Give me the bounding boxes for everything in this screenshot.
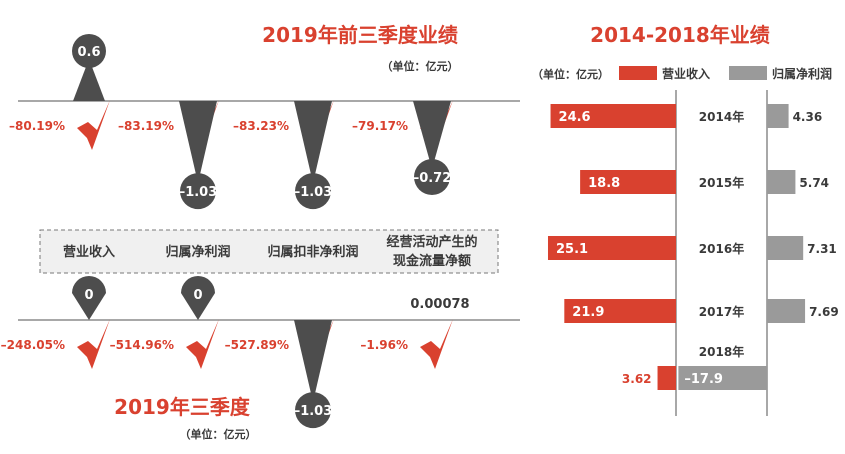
revenue-bar	[564, 299, 676, 323]
metric-label: 经营活动产生的	[386, 234, 477, 250]
profit-bar	[767, 104, 789, 128]
yoy-change-label: –527.89%	[225, 338, 289, 352]
revenue-value-label: 18.8	[588, 176, 620, 191]
legend-profit-label: 归属净利润	[772, 66, 832, 81]
yoy-change-label: –83.23%	[233, 119, 289, 133]
value-label: 0	[193, 288, 202, 303]
yoy-change-label: –1.96%	[360, 338, 408, 352]
profit-bar	[767, 299, 806, 323]
profit-value-label: 4.36	[793, 110, 823, 124]
top-panel-unit: （单位：亿元）	[382, 59, 459, 73]
yoy-down-arrow	[186, 319, 219, 369]
legend-revenue-label: 营业收入	[662, 66, 710, 81]
bottom-panel-title: 2019年三季度	[114, 395, 251, 419]
profit-value-label: 7.69	[809, 305, 839, 319]
metric-label: 现金流量净额	[393, 253, 471, 269]
right-panel-title: 2014-2018年业绩	[590, 23, 770, 47]
value-label: –1.03	[294, 185, 333, 200]
value-bubble	[414, 159, 450, 195]
profit-bar	[767, 170, 796, 194]
revenue-value-label: 21.9	[572, 305, 604, 320]
revenue-bar	[657, 366, 676, 390]
value-spike-down	[179, 101, 217, 184]
revenue-bar	[547, 236, 676, 260]
year-label: 2018年	[699, 344, 744, 359]
profit-value-label: 7.31	[807, 242, 837, 256]
value-spike-down	[294, 101, 332, 184]
value-bubble	[180, 173, 216, 210]
profit-bar	[767, 236, 804, 260]
value-label: –1.03	[294, 404, 333, 419]
yoy-change-label: –514.96%	[110, 338, 174, 352]
yoy-down-arrow	[77, 319, 110, 369]
value-bubble	[72, 34, 106, 68]
revenue-value-label: 3.62	[622, 372, 652, 386]
yoy-change-label: –80.19%	[9, 119, 65, 133]
revenue-bar	[550, 104, 676, 128]
value-bubble	[181, 276, 215, 320]
right-panel-unit: （单位：亿元）	[532, 67, 609, 81]
top-panel-title: 2019年前三季度业绩	[262, 23, 458, 47]
value-spike-down	[413, 101, 451, 169]
value-spike-down	[294, 320, 332, 403]
metric-label: 归属扣非净利润	[267, 244, 358, 260]
revenue-bar	[580, 170, 676, 194]
year-label: 2017年	[699, 304, 744, 319]
value-bubble	[72, 276, 106, 320]
profit-value-label: 5.74	[799, 176, 829, 190]
metric-label-box	[39, 229, 499, 274]
yoy-down-arrow	[77, 100, 110, 150]
revenue-value-label: 25.1	[556, 242, 588, 257]
yoy-change-label: –79.17%	[352, 119, 408, 133]
value-label: –1.03	[179, 185, 218, 200]
yoy-change-label: –248.05%	[1, 338, 65, 352]
value-label: 0	[84, 288, 93, 303]
legend-profit-swatch	[729, 66, 767, 80]
value-bubble	[295, 173, 331, 210]
metric-label: 营业收入	[63, 244, 115, 260]
year-label: 2015年	[699, 175, 744, 190]
revenue-value-label: 24.6	[559, 110, 591, 125]
yoy-change-label: –83.19%	[118, 119, 174, 133]
year-label: 2014年	[699, 109, 744, 124]
legend-revenue-swatch	[619, 66, 657, 80]
value-bubble	[295, 392, 331, 429]
value-label: –0.72	[413, 171, 452, 186]
year-label: 2016年	[699, 241, 744, 256]
value-spike-up	[73, 59, 105, 101]
yoy-down-arrow	[420, 319, 453, 369]
bottom-panel-unit: （单位：亿元）	[180, 427, 257, 441]
profit-value-label: –17.9	[684, 372, 723, 387]
value-label: 0.6	[77, 45, 100, 60]
value-label: 0.00078	[410, 297, 469, 312]
profit-bar	[678, 366, 767, 390]
metric-label: 归属净利润	[165, 244, 230, 260]
